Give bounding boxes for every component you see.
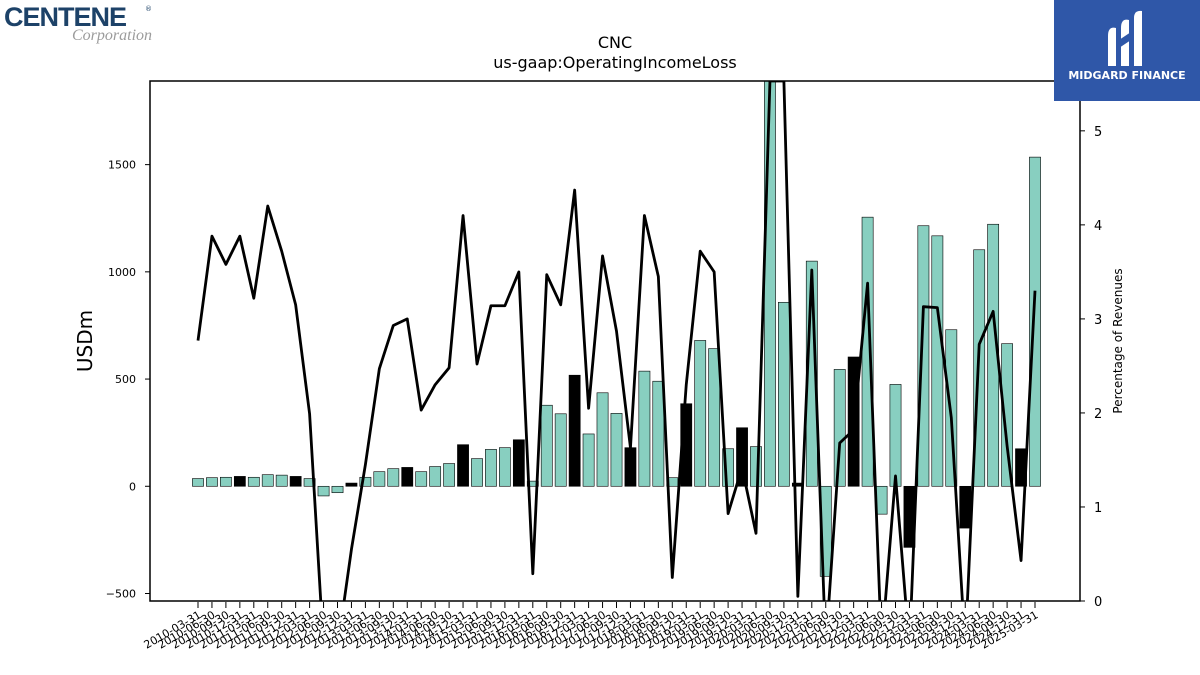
bar — [1029, 156, 1041, 487]
y-right-tick-label: 5 — [1094, 125, 1102, 140]
bar — [247, 476, 260, 487]
watermark-text: MIDGARD FINANCE — [1068, 69, 1186, 82]
bar — [512, 439, 525, 487]
y-right-tick-label: 4 — [1094, 219, 1102, 234]
bar — [317, 485, 330, 497]
bar — [554, 413, 567, 487]
bar — [610, 413, 623, 487]
x-axis: 2010-03-312010-06-302010-09-302010-12-31… — [142, 602, 1041, 652]
bar — [540, 404, 553, 487]
y-right-tick-label: 1 — [1094, 501, 1102, 516]
bar — [750, 446, 762, 487]
bar — [471, 458, 483, 487]
bar — [345, 482, 358, 487]
bar — [582, 433, 595, 487]
bar — [233, 476, 246, 487]
bar — [289, 476, 302, 487]
y-right-tick-label: 2 — [1094, 407, 1102, 422]
bar — [220, 476, 232, 487]
bar — [192, 478, 204, 487]
bar — [415, 471, 428, 487]
y-tick-label: 1500 — [108, 159, 136, 172]
y-axis-label: USDm — [73, 310, 97, 372]
bar — [499, 447, 511, 487]
bar — [736, 427, 748, 487]
y-axis-right: 0 1 2 3 4 5 — [1080, 125, 1102, 610]
bar — [387, 468, 400, 487]
logo-name: CENTENE — [4, 2, 127, 32]
y-right-tick-label: 0 — [1094, 595, 1102, 610]
bar — [833, 369, 846, 487]
bar — [401, 467, 414, 487]
chart-title: CNC — [598, 33, 632, 52]
bar — [443, 463, 455, 487]
bar — [485, 449, 497, 487]
y-axis-left: −500 0 500 1000 1500 — [106, 159, 150, 600]
bar — [931, 235, 944, 487]
bar — [778, 301, 790, 487]
series-line — [196, 81, 1037, 601]
bar — [331, 485, 344, 494]
chart-subtitle: us-gaap:OperatingIncomeLoss — [493, 53, 737, 72]
bar — [359, 476, 372, 487]
y-tick-label: −500 — [106, 587, 136, 600]
y-tick-label: 1000 — [108, 266, 136, 279]
bar — [889, 384, 902, 487]
bar — [638, 370, 651, 487]
y-tick-label: 500 — [115, 373, 136, 386]
bar — [624, 447, 637, 487]
bar — [959, 485, 972, 529]
bar — [206, 477, 218, 487]
midgard-logo-icon — [1108, 10, 1142, 66]
y-right-tick-label: 3 — [1094, 313, 1102, 328]
bar — [694, 340, 707, 487]
bar — [275, 474, 288, 487]
bar — [261, 474, 274, 487]
y-tick-label: 0 — [129, 480, 136, 493]
plot-frame — [149, 80, 1081, 602]
bar — [722, 448, 734, 487]
logo-registered-mark: ® — [145, 5, 152, 13]
bar — [568, 374, 581, 487]
logo-subtitle: Corporation — [72, 27, 153, 44]
bar — [764, 81, 776, 487]
bar — [303, 478, 316, 487]
bar — [429, 466, 442, 487]
bar — [917, 225, 930, 487]
bar — [652, 380, 665, 487]
y-axis-right-label: Percentage of Revenues — [1111, 268, 1125, 413]
plot-area — [192, 81, 1041, 601]
bar — [708, 348, 721, 487]
centene-logo: CENTENE ® Corporation — [4, 2, 174, 48]
bar — [1001, 343, 1013, 487]
bar — [596, 392, 609, 487]
midgard-watermark: MIDGARD FINANCE — [1054, 0, 1200, 101]
bar — [373, 471, 386, 487]
bar — [457, 444, 469, 487]
